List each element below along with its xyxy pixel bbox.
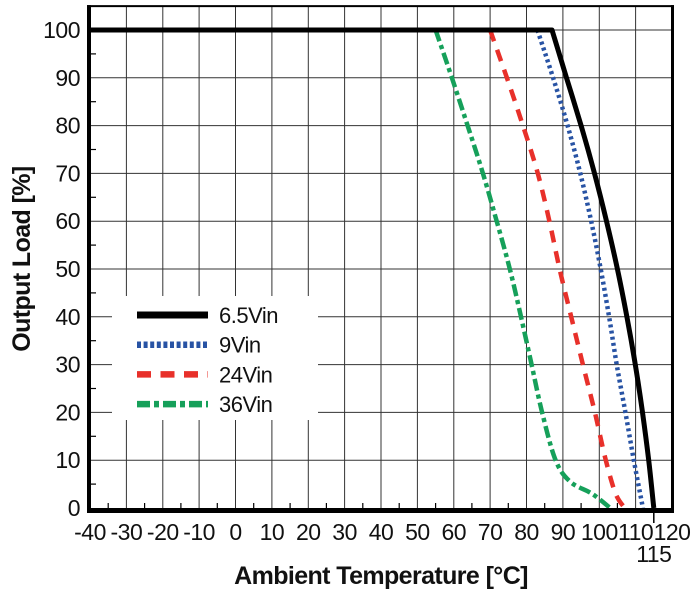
x-tick-label-0: 0 bbox=[229, 519, 241, 545]
y-tick-label-20: 20 bbox=[55, 399, 80, 425]
x-tick-label--40: -40 bbox=[74, 519, 106, 545]
legend: 6.5Vin 9Vin 24Vin 36Vin bbox=[112, 296, 318, 420]
x-tick-label--20: -20 bbox=[147, 519, 179, 545]
x-tick-label-50: 50 bbox=[405, 519, 430, 545]
series-curve-24vin bbox=[487, 29, 627, 510]
y-axis-title: Output Load [%] bbox=[8, 166, 36, 351]
x-tick-label-120: 120 bbox=[654, 519, 691, 545]
legend-item-24vin: 24Vin bbox=[137, 362, 273, 387]
x-tick-label-40: 40 bbox=[369, 519, 394, 545]
x-tick-label-30: 30 bbox=[332, 519, 357, 545]
y-tick-label-80: 80 bbox=[55, 113, 80, 139]
series-curve-36vin bbox=[433, 29, 612, 510]
legend-item-6-5vin: 6.5Vin bbox=[137, 303, 278, 328]
x-extra-tick-label-115: 115 bbox=[636, 541, 671, 567]
y-tick-label-40: 40 bbox=[55, 304, 80, 330]
y-tick-label-70: 70 bbox=[55, 160, 80, 186]
y-tick-label-50: 50 bbox=[55, 256, 80, 282]
legend-item-36vin: 36Vin bbox=[137, 392, 273, 417]
y-tick-label-60: 60 bbox=[55, 208, 80, 234]
x-tick-label-90: 90 bbox=[551, 519, 576, 545]
legend-label-6-5vin: 6.5Vin bbox=[219, 303, 278, 328]
x-tick-label--30: -30 bbox=[111, 519, 143, 545]
x-tick-label-60: 60 bbox=[442, 519, 467, 545]
legend-label-24vin: 24Vin bbox=[219, 362, 272, 387]
x-axis-title: Ambient Temperature [°C] bbox=[234, 562, 528, 590]
y-tick-label-100: 100 bbox=[43, 17, 80, 43]
legend-label-36vin: 36Vin bbox=[219, 392, 272, 417]
y-tick-label-10: 10 bbox=[55, 447, 80, 473]
x-tick-label-110: 110 bbox=[618, 519, 653, 545]
y-tick-label-90: 90 bbox=[55, 65, 80, 91]
x-tick-label-100: 100 bbox=[581, 519, 618, 545]
legend-label-9vin: 9Vin bbox=[219, 333, 261, 358]
legend-item-9vin: 9Vin bbox=[137, 333, 261, 358]
x-tick-label-80: 80 bbox=[514, 519, 539, 545]
x-tick-label--10: -10 bbox=[183, 519, 215, 545]
y-tick-label-30: 30 bbox=[55, 352, 80, 378]
y-tick-label-0: 0 bbox=[68, 495, 80, 521]
x-tick-label-70: 70 bbox=[478, 519, 503, 545]
x-tick-label-10: 10 bbox=[260, 519, 285, 545]
x-tick-label-20: 20 bbox=[296, 519, 321, 545]
series-curve-6-5vin bbox=[90, 27, 657, 509]
